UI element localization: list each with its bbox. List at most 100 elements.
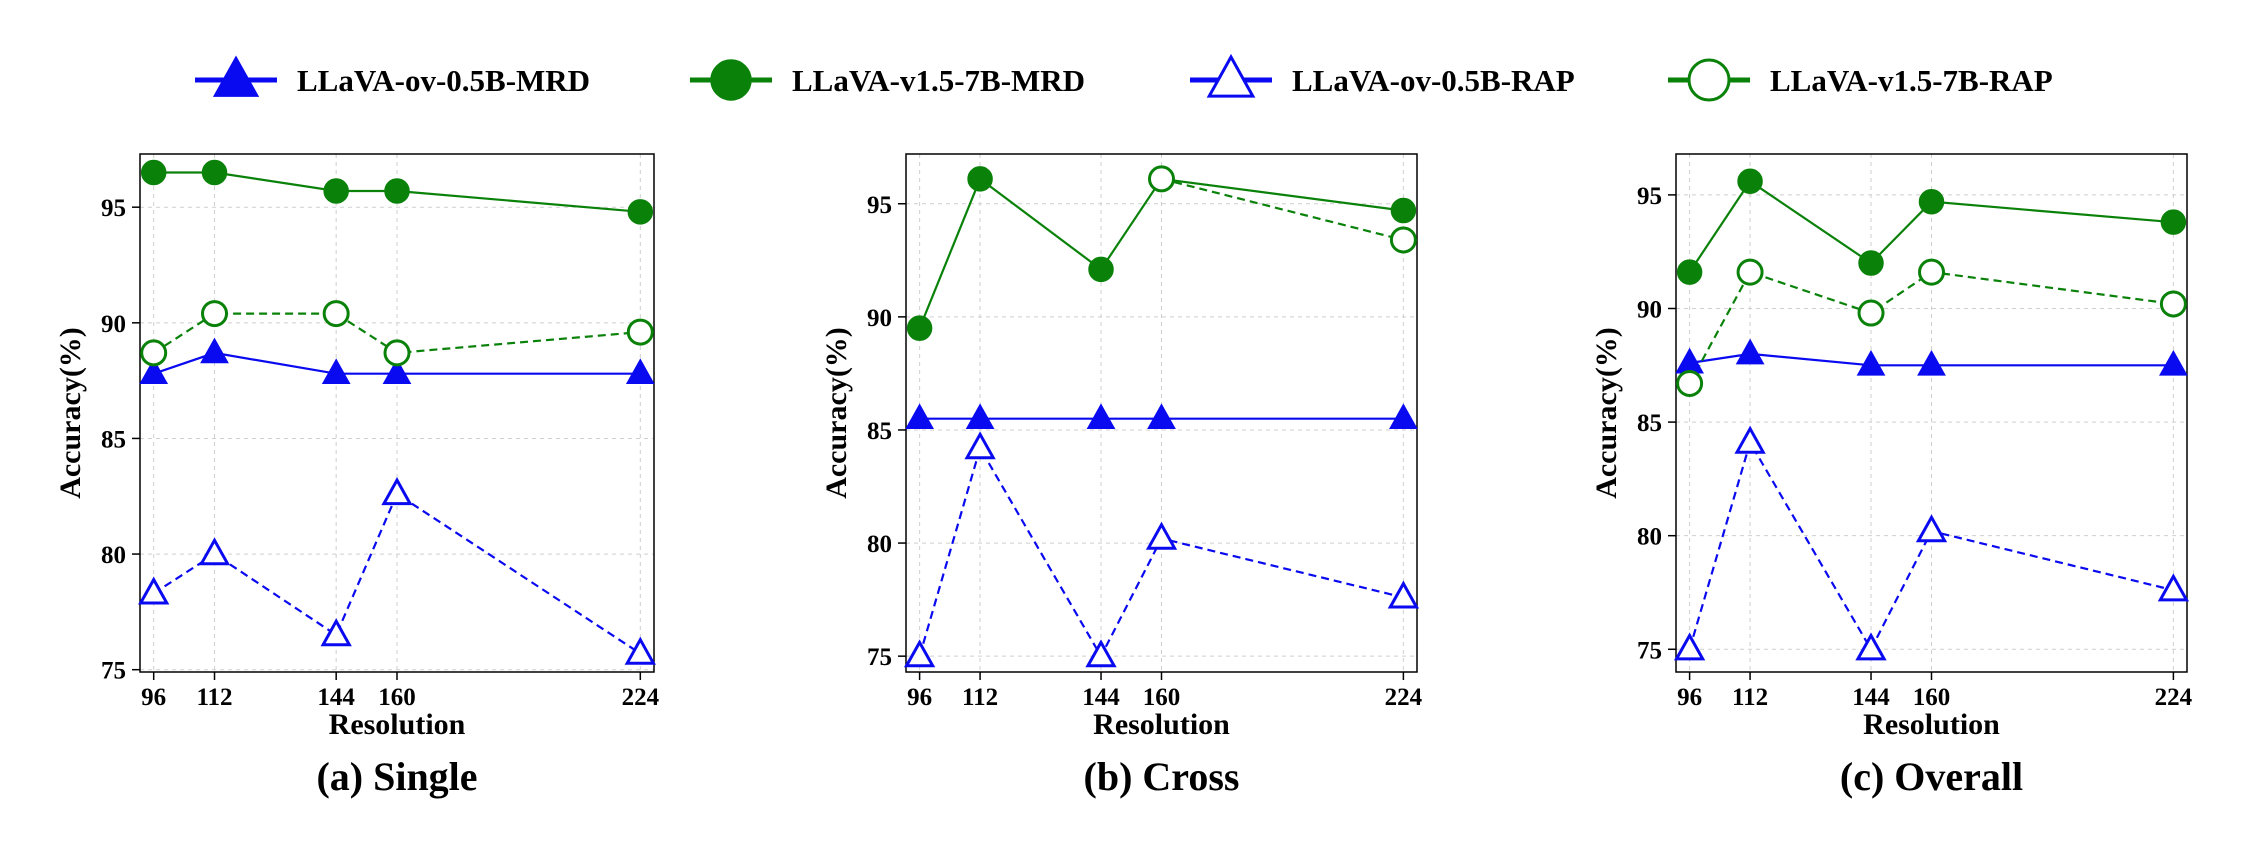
data-point <box>1390 197 1417 224</box>
data-point <box>965 403 995 430</box>
series-group <box>138 159 656 665</box>
data-point <box>1676 259 1703 285</box>
data-point <box>1917 349 1946 376</box>
plots: 75 80 85 90 95 96 112 144 160 224 Resolution Accura… <box>54 153 2193 799</box>
data-point <box>201 300 229 328</box>
data-point <box>1088 256 1114 283</box>
x-tick-label: 96 <box>1677 684 1702 711</box>
data-point <box>1387 580 1420 609</box>
data-point <box>1389 226 1417 254</box>
data-point <box>2159 290 2187 318</box>
data-point <box>1915 514 1948 543</box>
data-point <box>140 339 168 367</box>
data-point <box>139 358 169 385</box>
data-point <box>1856 349 1886 376</box>
x-axis-label: Resolution <box>1093 708 1230 741</box>
data-point <box>906 315 933 341</box>
x-tick-label: 160 <box>1143 684 1181 711</box>
y-tick-label: 80 <box>1637 524 1662 551</box>
data-point <box>1145 521 1178 550</box>
data-point <box>1737 168 1763 195</box>
data-point <box>1085 639 1117 668</box>
data-point <box>1918 258 1945 286</box>
legend-label: LLaVA-v1.5-7B-RAP <box>1770 63 2053 98</box>
series-group <box>1673 168 2190 661</box>
data-point <box>384 178 410 204</box>
legend-marker <box>710 59 752 101</box>
y-axis-label: Accuracy(%) <box>820 327 853 499</box>
series-line <box>918 445 1404 659</box>
data-point <box>905 403 934 430</box>
data-point <box>381 477 413 506</box>
legend-marker <box>212 55 260 97</box>
data-point <box>1858 250 1884 276</box>
x-tick-label: 224 <box>622 684 660 711</box>
legend-marker <box>1206 53 1256 98</box>
y-tick-label: 85 <box>101 426 126 453</box>
data-point <box>2160 209 2187 235</box>
data-point <box>320 618 352 647</box>
legend-item: LLaVA-v1.5-7B-MRD <box>690 59 1085 101</box>
legend-marker <box>1687 58 1731 102</box>
data-point <box>1676 369 1704 397</box>
data-point <box>1148 165 1175 193</box>
y-tick-label: 90 <box>1637 296 1662 323</box>
data-point <box>624 636 656 665</box>
data-point <box>2157 573 2190 602</box>
legend-item: LLaVA-v1.5-7B-RAP <box>1668 58 2053 102</box>
x-axis-label: Resolution <box>329 708 466 741</box>
x-tick-label: 144 <box>1852 684 1890 711</box>
y-axis-label: Accuracy(%) <box>1590 327 1623 499</box>
data-point <box>967 166 993 192</box>
x-axis-label: Resolution <box>1863 708 2000 741</box>
data-point <box>903 639 936 668</box>
panel-caption: (b) Cross <box>1084 754 1240 799</box>
x-tick-label: 96 <box>907 684 932 711</box>
data-point <box>964 431 996 460</box>
data-point <box>322 300 350 328</box>
x-tick-label: 224 <box>2155 684 2193 711</box>
y-tick-label: 75 <box>867 644 892 671</box>
data-point <box>383 339 411 367</box>
data-point <box>1734 425 1766 454</box>
series-line <box>1161 177 1404 242</box>
data-point <box>1147 403 1176 430</box>
data-point <box>200 337 229 364</box>
data-point <box>2159 349 2188 376</box>
x-tick-label: 144 <box>1082 684 1120 711</box>
y-tick-label: 90 <box>101 311 126 338</box>
data-point <box>1736 258 1764 286</box>
y-tick-label: 80 <box>867 531 892 558</box>
x-tick-label: 112 <box>962 684 998 711</box>
x-tick-label: 112 <box>1732 684 1768 711</box>
series-group <box>903 165 1420 668</box>
legend-label: LLaVA-ov-0.5B-RAP <box>1292 63 1575 98</box>
data-point <box>1086 403 1116 430</box>
y-tick-label: 85 <box>867 418 892 445</box>
y-tick-label: 80 <box>101 542 126 569</box>
y-tick-label: 85 <box>1637 410 1662 437</box>
x-tick-label: 160 <box>1913 684 1951 711</box>
data-point <box>201 159 228 186</box>
x-tick-label: 144 <box>317 684 355 711</box>
chart-panel: 75 80 85 90 95 96 112 144 160 224 Resolution Accura… <box>1590 153 2193 799</box>
data-point <box>1855 632 1887 661</box>
x-tick-label: 160 <box>378 684 416 711</box>
data-point <box>382 358 412 385</box>
y-tick-label: 95 <box>1637 183 1662 210</box>
data-point <box>321 358 351 385</box>
y-axis-label: Accuracy(%) <box>54 327 87 499</box>
data-point <box>198 537 231 566</box>
legend-label: LLaVA-v1.5-7B-MRD <box>792 63 1085 98</box>
y-tick-label: 75 <box>1637 637 1662 664</box>
series-line <box>153 492 641 655</box>
y-tick-label: 95 <box>101 195 126 222</box>
x-tick-label: 112 <box>196 684 232 711</box>
y-tick-label: 90 <box>867 305 892 332</box>
legend: LLaVA-ov-0.5B-MRD LLaVA-v1.5-7B-MRD LLaVA-… <box>195 53 2053 102</box>
legend-item: LLaVA-ov-0.5B-MRD <box>195 55 590 98</box>
panel-caption: (c) Overall <box>1840 754 2023 799</box>
chart-panel: 75 80 85 90 95 96 112 144 160 224 Resolution Accura… <box>820 153 1423 799</box>
chart-panel: 75 80 85 90 95 96 112 144 160 224 Resolution Accura… <box>54 153 660 799</box>
